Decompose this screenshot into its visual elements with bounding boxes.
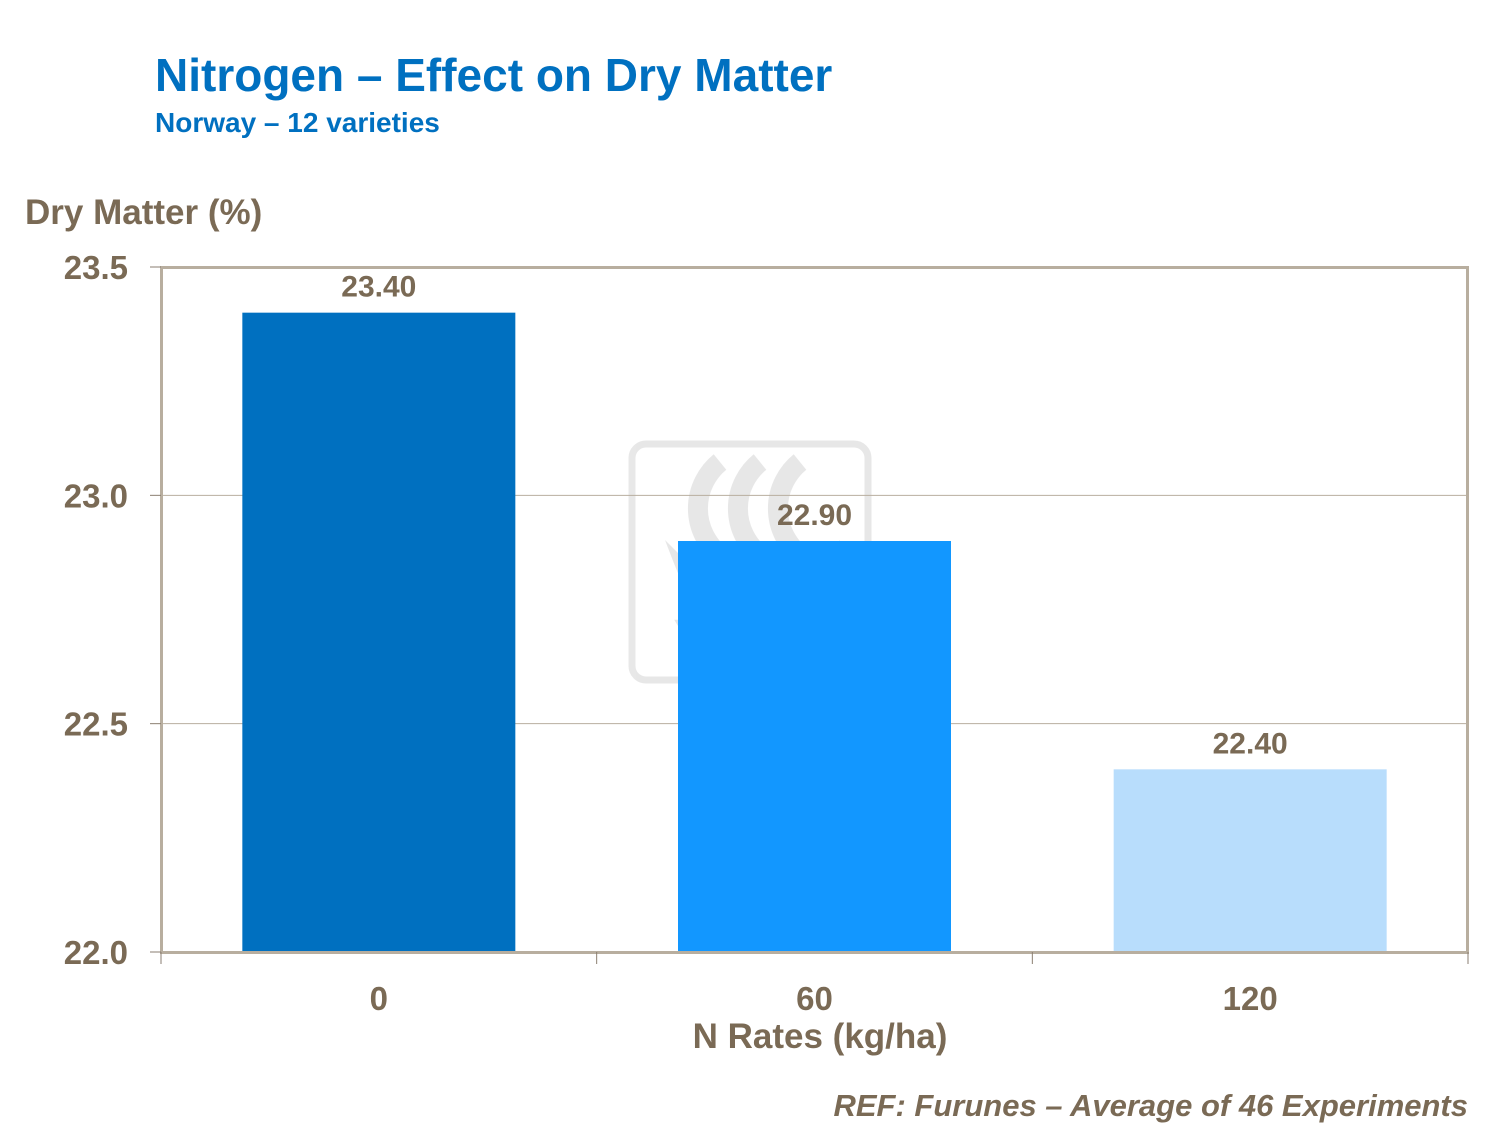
plot-frame (160, 266, 1469, 954)
bar-0 (242, 312, 516, 953)
y-axis-label: Dry Matter (%) (25, 193, 263, 232)
y-tick-label: 23.5 (64, 249, 128, 286)
source-note: REF: Furunes – Average of 46 Experiments (833, 1088, 1468, 1123)
x-axis-label: N Rates (kg/ha) (693, 1017, 948, 1056)
chart-title: Nitrogen – Effect on Dry Matter (155, 49, 833, 101)
x-tick-label: 120 (1223, 980, 1278, 1017)
bar-120 (1113, 769, 1387, 952)
data-label: 22.40 (1213, 727, 1288, 760)
y-tick-label: 23.0 (64, 477, 128, 514)
chart-subtitle: Norway – 12 varieties (155, 107, 440, 138)
x-tick-label: 0 (370, 980, 388, 1017)
y-tick-label: 22.0 (64, 934, 128, 971)
x-tick-label: 60 (796, 980, 833, 1017)
data-label: 23.40 (341, 271, 416, 304)
y-tick-label: 22.5 (64, 706, 128, 743)
bar-60 (678, 541, 951, 952)
data-label: 22.90 (777, 499, 852, 532)
